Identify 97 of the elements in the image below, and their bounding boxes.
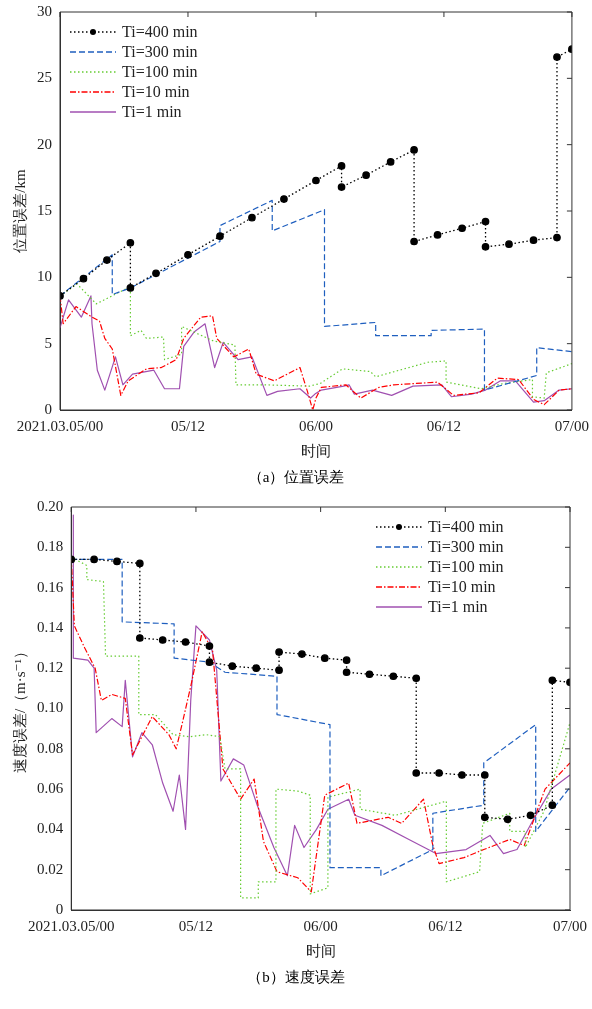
point <box>458 224 466 233</box>
y-tick-label: 0.02 <box>37 860 64 877</box>
x-tick-label: 06/00 <box>298 417 334 434</box>
y-tick-label: 0 <box>44 400 52 417</box>
point <box>526 811 535 820</box>
point <box>481 242 490 251</box>
point <box>412 674 421 683</box>
point <box>248 213 256 222</box>
y-tick-label: 25 <box>37 69 52 86</box>
point <box>548 676 557 685</box>
x-tick-label: 06/12 <box>426 417 462 434</box>
y-tick-label: 15 <box>37 201 52 218</box>
point <box>389 672 398 681</box>
point <box>320 654 329 662</box>
point <box>410 146 418 154</box>
legend-label: Ti=100 min <box>428 557 504 577</box>
point <box>181 638 190 646</box>
legend-label: Ti=300 min <box>428 537 504 557</box>
x-axis-title: 时间 <box>305 942 336 959</box>
point <box>152 269 160 278</box>
y-tick-label: 0 <box>55 900 64 917</box>
point <box>205 642 214 650</box>
point <box>481 217 490 226</box>
line-series <box>60 199 572 391</box>
y-tick-label: 0.04 <box>37 820 64 837</box>
legend-label: Ti=10 min <box>428 577 496 597</box>
point <box>342 656 351 664</box>
legend-label: Ti=1 min <box>122 102 182 122</box>
point <box>79 274 88 283</box>
point <box>228 662 237 671</box>
legend-label: Ti=100 min <box>122 62 198 82</box>
point <box>216 232 224 241</box>
point <box>362 171 370 180</box>
y-tick-label: 0.10 <box>37 699 64 716</box>
text: （b）速度误差 <box>246 968 346 987</box>
x-tick-label: 06/12 <box>428 917 463 934</box>
point <box>252 664 261 673</box>
y-tick-label: 30 <box>37 2 52 19</box>
point <box>412 769 421 777</box>
y-tick-label: 0.14 <box>37 618 64 635</box>
legend-label: Ti=400 min <box>428 517 504 537</box>
y-axis-title: 速度误差/（m·s⁻¹） <box>11 643 28 774</box>
point <box>480 813 489 822</box>
y-tick-label: 0.18 <box>37 538 64 555</box>
y-tick-label: 0.20 <box>37 497 64 514</box>
point <box>135 634 144 642</box>
point <box>529 236 538 245</box>
x-tick-label: 05/12 <box>178 917 214 934</box>
y-tick-label: 10 <box>37 268 52 285</box>
point <box>184 250 192 259</box>
x-tick-label: 2021.03.05/00 <box>27 917 115 934</box>
text: （a）位置误差 <box>246 468 346 487</box>
y-tick-label: 5 <box>44 334 52 351</box>
legend-label: Ti=300 min <box>122 42 198 62</box>
point <box>553 53 561 61</box>
point <box>298 650 306 658</box>
y-tick-label: 20 <box>37 135 52 152</box>
point <box>548 801 557 810</box>
point <box>365 670 374 679</box>
point <box>337 162 346 170</box>
point <box>337 183 346 191</box>
point <box>113 557 121 566</box>
point <box>135 559 144 568</box>
point <box>126 284 135 292</box>
x-tick-label: 07/00 <box>552 917 588 934</box>
point <box>553 233 561 242</box>
point <box>126 238 135 247</box>
point <box>205 658 214 667</box>
point <box>275 666 283 675</box>
x-tick-label: 06/00 <box>303 917 338 934</box>
point <box>312 176 320 185</box>
point <box>275 648 283 656</box>
legend-label: Ti=1 min <box>428 597 488 617</box>
legend-label: Ti=400 min <box>122 22 198 42</box>
point <box>480 771 489 779</box>
point <box>458 771 466 779</box>
point <box>410 237 418 246</box>
point <box>90 555 98 564</box>
x-axis-title: 时间 <box>300 442 331 459</box>
legend-label: Ti=10 min <box>122 82 190 102</box>
y-tick-label: 0.08 <box>37 739 64 756</box>
x-tick-label: 05/12 <box>170 417 206 434</box>
y-tick-label: 0.06 <box>37 780 64 797</box>
point <box>433 231 442 239</box>
point <box>103 256 111 264</box>
x-tick-label: 2021.03.05/00 <box>16 417 104 434</box>
point <box>342 668 351 677</box>
point <box>503 815 512 824</box>
y-axis-title: 位置误差/km <box>11 169 28 253</box>
point <box>435 769 443 777</box>
point <box>158 636 167 644</box>
y-tick-label: 0.12 <box>37 659 64 676</box>
x-tick-label: 07/00 <box>554 417 589 434</box>
point <box>505 240 513 249</box>
y-tick-label: 0.16 <box>37 578 64 595</box>
point <box>280 195 288 203</box>
point <box>386 158 395 166</box>
